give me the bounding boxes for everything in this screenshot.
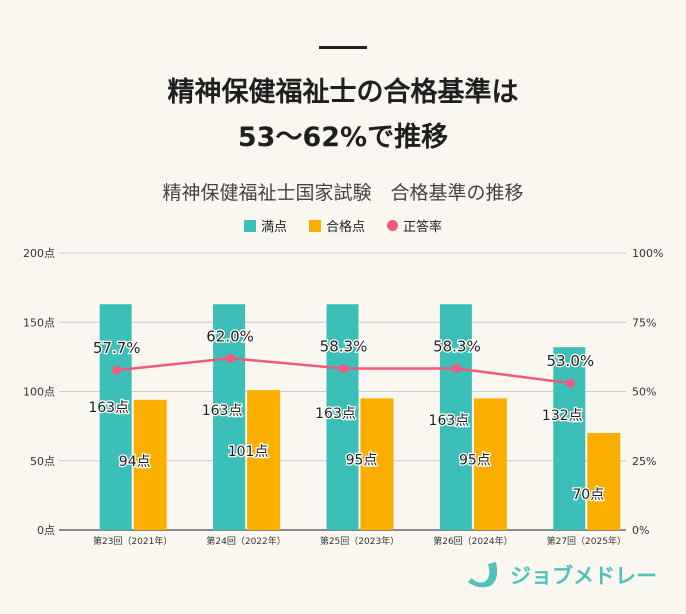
data-label-full: 132点 — [542, 408, 583, 424]
x-tick-label: 第25回（2023年） — [320, 535, 399, 547]
title-rule — [319, 46, 367, 49]
legend-label: 合格点 — [325, 220, 365, 235]
rate-point — [565, 378, 575, 388]
x-tick-label: 第26回（2024年） — [433, 535, 512, 547]
bar-full-score — [326, 304, 359, 530]
y-tick-label: 50点 — [30, 455, 55, 468]
y2-tick-label: 100% — [632, 247, 663, 260]
data-label-pass: 95点 — [346, 452, 378, 468]
bar-pass-score — [360, 398, 394, 530]
bar-full-score — [439, 304, 472, 530]
rate-point — [452, 364, 462, 374]
y2-tick-label: 75% — [632, 316, 656, 329]
data-label-pass: 101点 — [228, 444, 269, 460]
data-label-rate: 58.3% — [433, 338, 481, 356]
data-label-rate: 57.7% — [93, 339, 141, 357]
chart-title: 精神保健福祉士国家試験 合格基準の推移 — [162, 182, 524, 204]
rate-point — [339, 364, 348, 374]
y-tick-label: 100点 — [23, 386, 55, 399]
y-tick-label: 200点 — [23, 247, 55, 260]
y2-tick-label: 25% — [632, 455, 656, 468]
bar-pass-score — [587, 433, 621, 530]
data-label-rate: 62.0% — [206, 327, 254, 345]
data-label-rate: 53.0% — [546, 352, 594, 370]
bar-pass-score — [247, 390, 281, 530]
data-label-pass: 94点 — [119, 454, 151, 470]
bar-full-score — [99, 304, 132, 530]
x-tick-label: 第24回（2022年） — [206, 535, 285, 547]
data-label-pass: 70点 — [572, 487, 604, 503]
brand-j-icon — [468, 562, 498, 588]
y-tick-label: 150点 — [23, 316, 55, 329]
data-label-full: 163点 — [429, 413, 470, 429]
title-line-2: 53～62%で推移 — [237, 122, 449, 153]
data-label-full: 163点 — [88, 400, 129, 416]
legend: 満点 合格点 正答率 — [0, 216, 686, 235]
data-label-full: 163点 — [315, 406, 356, 422]
y-tick-label: 0点 — [37, 524, 55, 537]
x-tick-label: 第23回（2021年） — [93, 535, 172, 547]
legend-label: 正答率 — [403, 220, 443, 235]
data-label-pass: 95点 — [459, 452, 491, 468]
data-label-full: 163点 — [202, 403, 243, 419]
y2-tick-label: 50% — [632, 386, 656, 399]
legend-item-full: 満点 — [243, 216, 287, 235]
legend-label: 満点 — [260, 220, 287, 235]
legend-swatch — [308, 219, 321, 232]
y2-tick-label: 0% — [632, 524, 649, 537]
data-label-rate: 58.3% — [320, 338, 368, 356]
bar-pass-score — [133, 399, 167, 530]
bar-full-score — [553, 347, 586, 530]
brand-logo: ジョブメドレー — [466, 560, 657, 590]
legend-item-rate: 正答率 — [387, 216, 442, 235]
title-line-1: 精神保健福祉士の合格基準は — [167, 77, 519, 108]
bar-full-score — [213, 304, 246, 530]
legend-swatch — [243, 219, 256, 232]
bar-pass-score — [473, 398, 507, 530]
brand-name: ジョブメドレー — [510, 564, 657, 588]
rate-point — [112, 365, 122, 375]
rate-point — [225, 353, 235, 363]
x-tick-label: 第27回（2025年） — [547, 535, 626, 547]
legend-swatch — [387, 220, 398, 231]
legend-item-pass: 合格点 — [308, 216, 365, 235]
